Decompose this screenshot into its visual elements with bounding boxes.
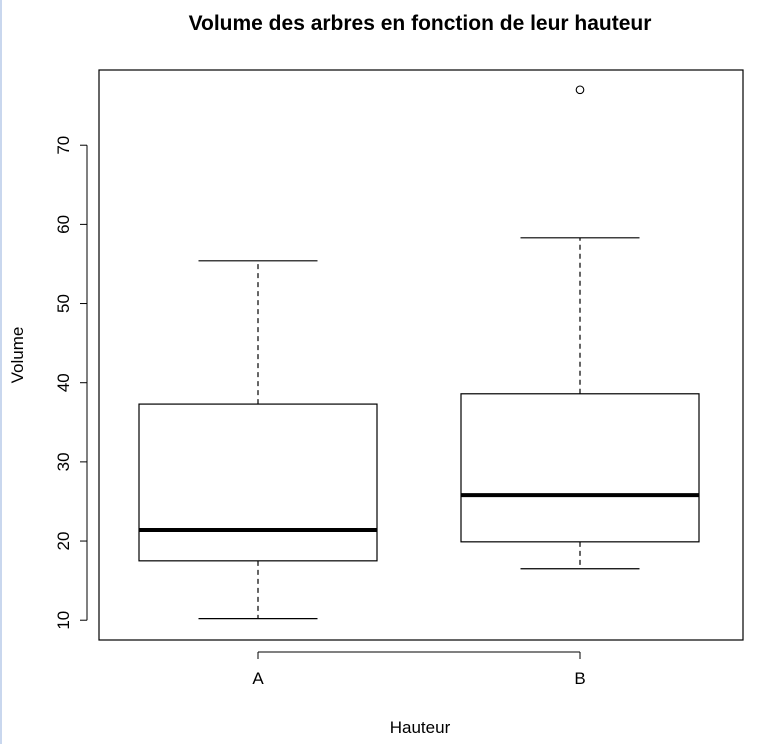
y-tick-label: 70 [54,136,73,155]
boxes-layer [138,85,700,620]
y-tick-label: 20 [54,532,73,551]
x-tick-label: A [252,669,264,688]
y-tick-label: 50 [54,294,73,313]
plot-frame [98,69,744,641]
page-left-edge [0,0,2,744]
y-axis-label: Volume [8,327,27,384]
box-B [460,85,700,570]
y-tick-label: 10 [54,611,73,630]
y-tick-label: 30 [54,452,73,471]
chart-title: Volume des arbres en fonction de leur ha… [189,12,652,35]
outlier-point [575,85,585,95]
iqr-box [138,403,378,562]
iqr-box [460,393,700,543]
y-tick-label: 40 [54,373,73,392]
x-tick-label: B [574,669,585,688]
y-tick-label: 60 [54,215,73,234]
y-axis: 10 20 30 40 50 60 70 [54,136,88,630]
box-A [138,260,378,620]
x-axis-label: Hauteur [390,718,451,737]
